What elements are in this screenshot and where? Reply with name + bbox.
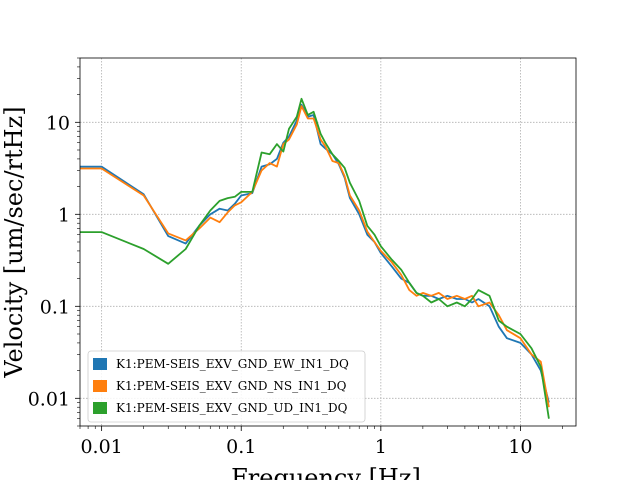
x-tick-label: 10 [508, 436, 532, 458]
ticks [75, 57, 563, 431]
legend-swatch [93, 402, 107, 414]
legend-swatch [93, 380, 107, 392]
legend-box [87, 350, 366, 423]
y-tick-label: 10 [46, 112, 70, 134]
series-line-2 [80, 105, 550, 408]
x-axis-label: Frequency [Hz] [231, 464, 421, 480]
legend-swatch [93, 358, 107, 370]
y-tick-label: 1 [58, 204, 70, 226]
legend: K1:PEM-SEIS_EXV_GND_EW_IN1_DQ K1:PEM-SEIS… [87, 350, 366, 423]
series-group [80, 97, 550, 419]
legend-label: K1:PEM-SEIS_EXV_GND_NS_IN1_DQ [116, 379, 347, 393]
series-line-3 [80, 97, 550, 419]
legend-label: K1:PEM-SEIS_EXV_GND_UD_IN1_DQ [116, 401, 348, 415]
y-axis-label: Velocity [um/sec/rtHz] [0, 106, 28, 378]
x-tick-label: 1 [375, 436, 387, 458]
y-tick-label: 0.01 [28, 388, 70, 410]
x-tick-label: 0.1 [226, 436, 256, 458]
legend-label: K1:PEM-SEIS_EXV_GND_EW_IN1_DQ [116, 357, 349, 371]
tick-labels: 0.01 0.1 1 10 0.01 0.1 1 10 [28, 112, 533, 458]
y-tick-label: 0.1 [40, 296, 70, 318]
x-tick-label: 0.01 [80, 436, 122, 458]
